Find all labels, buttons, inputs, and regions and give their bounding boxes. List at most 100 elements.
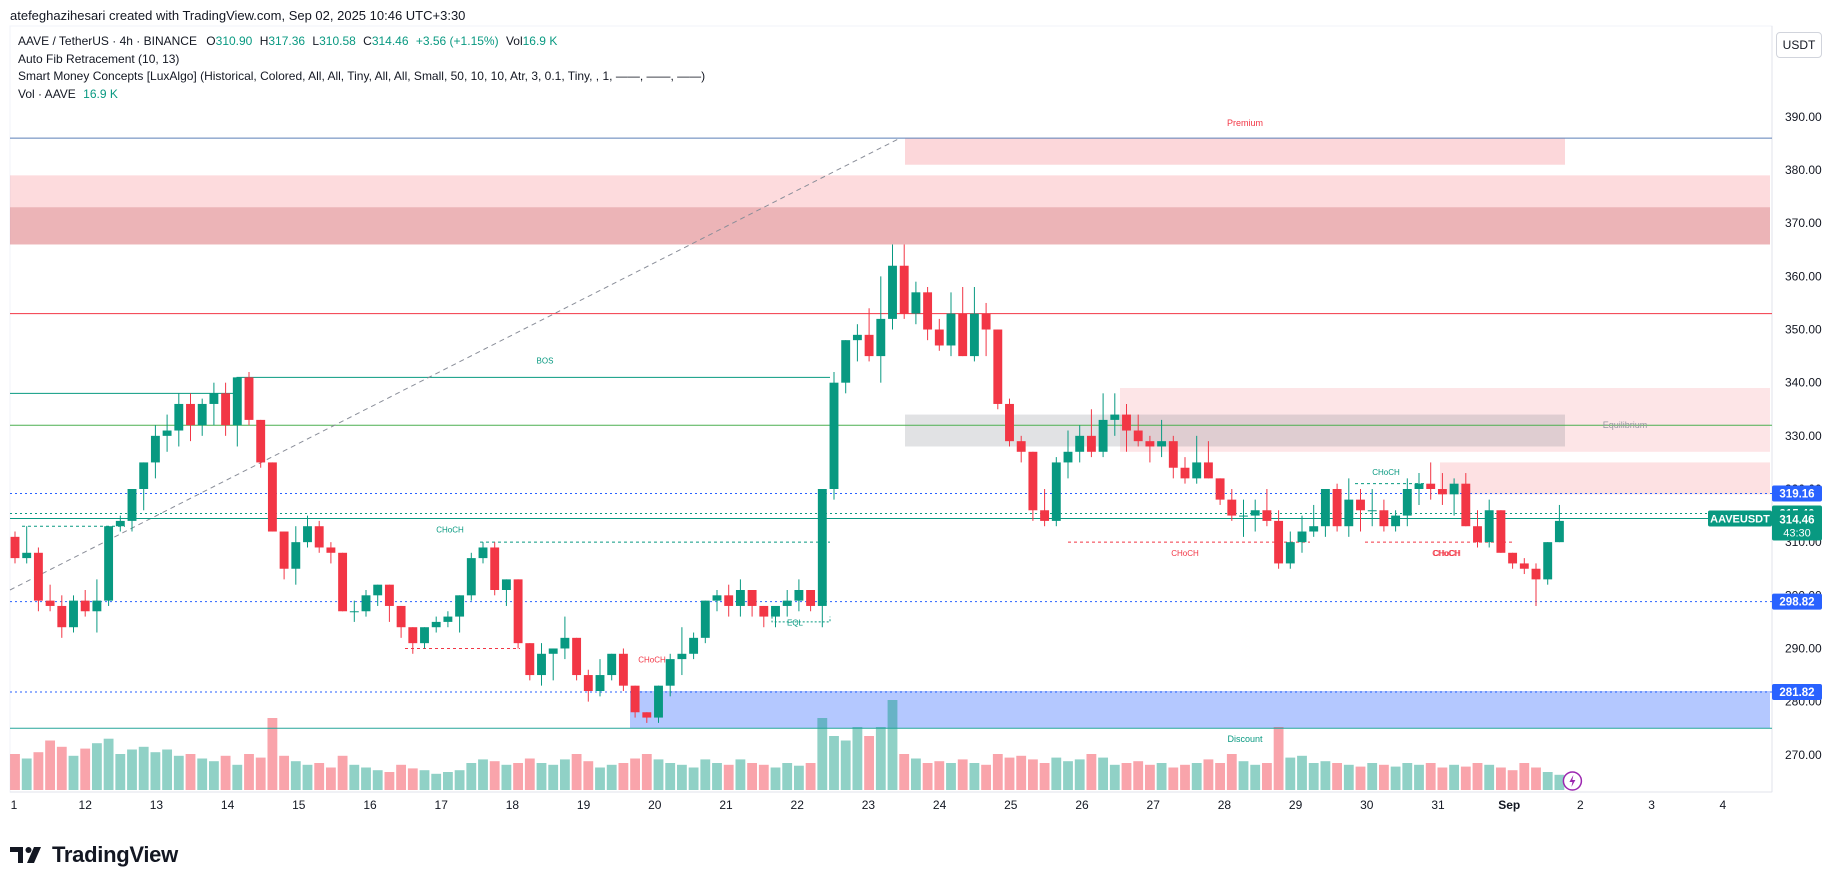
- legend-indicator-smc[interactable]: Smart Money Concepts [LuxAlgo] (Historic…: [18, 69, 706, 83]
- candle-body: [466, 558, 476, 596]
- volume-bar: [349, 764, 360, 790]
- volume-bar: [1425, 763, 1436, 790]
- candle-body: [455, 595, 465, 617]
- legend-vol-label: Vol: [505, 34, 523, 48]
- candle-body: [958, 313, 968, 357]
- candle-body: [186, 403, 195, 426]
- candle-body: [513, 579, 523, 644]
- y-tick-label: 360.00: [1785, 269, 1822, 283]
- candle-body: [864, 334, 874, 357]
- legend-close-label: C: [363, 34, 372, 48]
- candle-body: [1192, 462, 1202, 479]
- candle-body: [630, 685, 640, 713]
- legend-indicator-fib[interactable]: Auto Fib Retracement (10, 13): [18, 51, 180, 66]
- volume-bar: [501, 764, 512, 790]
- candle-body: [689, 637, 699, 654]
- candle-body: [1356, 499, 1365, 511]
- volume-bar: [1414, 764, 1424, 790]
- candle-body: [583, 675, 593, 691]
- volume-bar: [1133, 761, 1144, 790]
- candle-body: [232, 377, 242, 426]
- candle-body: [572, 637, 582, 676]
- volume-bar: [21, 758, 32, 790]
- candle-body: [1461, 483, 1471, 527]
- volume-bar: [290, 761, 301, 790]
- candle-body: [946, 313, 956, 346]
- y-tick-label: 370.00: [1785, 216, 1822, 230]
- volume-bar: [302, 764, 313, 790]
- candle-body: [1215, 478, 1225, 500]
- volume-bar: [454, 770, 465, 790]
- volume-bar: [1226, 754, 1237, 790]
- legend-indicator-volume[interactable]: Vol · AAVE 16.9 K: [18, 86, 705, 104]
- volume-bar: [1215, 763, 1226, 790]
- legend-ohlc-row[interactable]: AAVE / TetherUS · 4h · BINANCE O310.90 H…: [18, 33, 705, 51]
- candle-body: [349, 611, 359, 613]
- volume-bar: [723, 764, 734, 790]
- x-tick-label: 24: [933, 798, 947, 812]
- volume-bar: [641, 754, 652, 790]
- tradingview-logo-text: TradingView: [52, 842, 178, 867]
- volume-bar: [1390, 766, 1401, 790]
- volume-bar: [676, 764, 687, 790]
- candle-body: [197, 403, 207, 426]
- volume-bar: [314, 763, 325, 790]
- volume-bar: [80, 748, 91, 790]
- choch-label: CHoCH: [436, 526, 464, 535]
- y-tick-label: 390.00: [1785, 110, 1822, 124]
- tradingview-logo-icon: [10, 847, 41, 863]
- candle-body: [1519, 563, 1529, 569]
- volume-bar: [1074, 759, 1085, 790]
- price-unit-button[interactable]: USDT: [1776, 32, 1822, 58]
- volume-bar: [127, 749, 137, 790]
- price-level-tag: [1772, 593, 1822, 610]
- choch-label: CHoCH: [1171, 549, 1199, 558]
- candle-body: [127, 489, 137, 521]
- candle-body: [1508, 552, 1518, 564]
- candle-body: [712, 595, 722, 601]
- candle-body: [139, 462, 149, 489]
- legend-high-value: 317.36: [268, 34, 306, 48]
- candle-body: [969, 313, 979, 357]
- x-tick-label: 13: [150, 798, 164, 812]
- volume-bar: [1004, 757, 1015, 790]
- volume-bar: [536, 763, 547, 790]
- candle-body: [396, 605, 406, 628]
- volume-bar: [1285, 757, 1296, 790]
- volume-bar: [489, 761, 500, 790]
- candle-body: [256, 419, 266, 463]
- candle-body: [1414, 483, 1424, 489]
- candle-body: [209, 393, 219, 404]
- legend-close-value: 314.46: [371, 34, 409, 48]
- price-level-tag: [1772, 485, 1822, 502]
- candle-body: [326, 547, 336, 553]
- volume-bar: [1460, 766, 1471, 790]
- y-tick-label: 290.00: [1785, 641, 1822, 655]
- choch-label: CHoCH: [1432, 549, 1460, 558]
- x-tick-label: 16: [363, 798, 377, 812]
- y-tick-label: 350.00: [1785, 323, 1822, 337]
- candle-body: [1449, 483, 1459, 495]
- x-tick-label: 18: [506, 798, 520, 812]
- candle-body: [80, 600, 90, 612]
- candle-body: [595, 675, 605, 691]
- candle-body: [747, 590, 757, 606]
- volume-bar: [1378, 764, 1389, 790]
- candle-body: [841, 340, 851, 383]
- candle-body: [525, 643, 535, 676]
- volume-bar: [840, 740, 851, 790]
- volume-bar: [419, 770, 430, 790]
- candle-body: [115, 520, 125, 527]
- candle-body: [537, 653, 546, 676]
- candle-body: [1543, 542, 1553, 580]
- volume-bar: [559, 759, 570, 790]
- chart-legend: AAVE / TetherUS · 4h · BINANCE O310.90 H…: [18, 33, 705, 103]
- premium-zone: [905, 138, 1565, 165]
- candle-body: [806, 590, 816, 606]
- candle-body: [888, 265, 897, 319]
- volume-bar: [1250, 764, 1261, 790]
- candle-body: [338, 552, 348, 612]
- candle-body: [1168, 441, 1178, 468]
- volume-bar: [1472, 763, 1483, 790]
